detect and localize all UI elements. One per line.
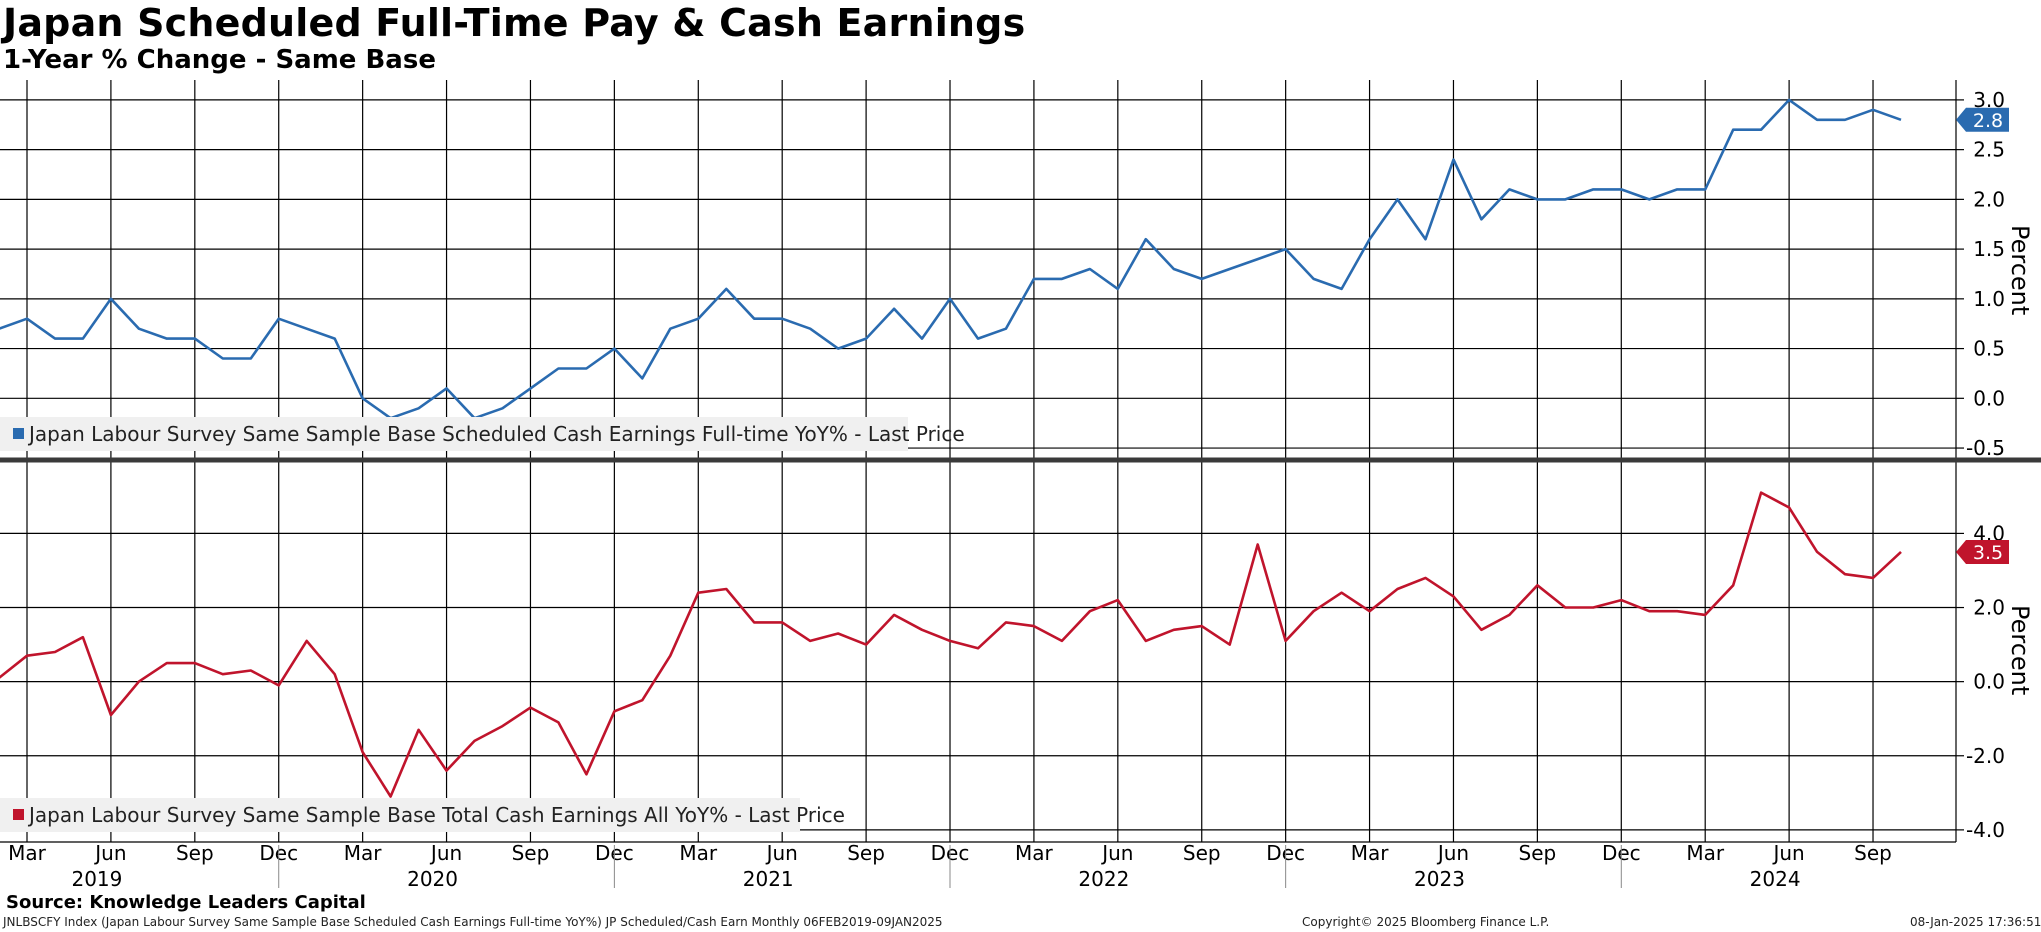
x-tick-label: Mar [8, 841, 47, 865]
legend-bottom: Japan Labour Survey Same Sample Base Tot… [27, 803, 845, 827]
y-tick-label: 0.0 [1973, 386, 2005, 410]
y-tick-label: 2.0 [1973, 187, 2005, 211]
x-tick-label: Mar [679, 841, 718, 865]
y-tick-label: 2.5 [1973, 138, 2005, 162]
last-value-tag-top-bg [1956, 107, 2009, 132]
legend-bottom-bg [0, 798, 800, 832]
series-line-scheduled-fulltime [0, 98, 1902, 420]
last-value-tag-bottom-bg [1956, 539, 2009, 564]
x-tick-label: Sep [1183, 841, 1221, 865]
legend-top: Japan Labour Survey Same Sample Base Sch… [27, 422, 965, 446]
x-tick-label: Sep [1519, 841, 1557, 865]
chart-subtitle: 1-Year % Change - Same Base [3, 45, 436, 75]
legend-bottom-swatch [13, 809, 24, 820]
y-axis-title-bottom: Percent [2006, 605, 2034, 695]
y-tick-label: 2.0 [1973, 596, 2005, 620]
chart-title: Japan Scheduled Full-Time Pay & Cash Ear… [3, 1, 1026, 45]
x-year-label: 2021 [743, 867, 794, 891]
source-note: Source: Knowledge Leaders Capital [6, 892, 366, 913]
copyright-note: Copyright© 2025 Bloomberg Finance L.P. [1302, 915, 1550, 929]
last-value-tag-top: 2.8 [1973, 110, 2003, 132]
x-year-label: 2024 [1750, 867, 1801, 891]
legend-top-swatch [13, 428, 24, 439]
timestamp: 08-Jan-2025 17:36:51 [1910, 915, 2041, 929]
x-tick-label: Sep [1854, 841, 1892, 865]
x-tick-label: Mar [1351, 841, 1390, 865]
x-tick-label: Jun [765, 841, 798, 865]
y-tick-label: 1.0 [1973, 287, 2005, 311]
x-tick-label: Sep [512, 841, 550, 865]
y-tick-label: -4.0 [1966, 818, 2005, 842]
y-tick-label: 0.5 [1973, 337, 2005, 361]
y-tick-label: -0.5 [1966, 436, 2005, 460]
x-tick-label: Sep [176, 841, 214, 865]
x-year-label: 2020 [407, 867, 458, 891]
last-value-tag-bottom: 3.5 [1973, 542, 2003, 564]
x-tick-label: Mar [1015, 841, 1054, 865]
y-tick-label: 1.5 [1973, 237, 2005, 261]
x-tick-label: Jun [93, 841, 126, 865]
x-tick-label: Jun [1436, 841, 1469, 865]
x-tick-label: Mar [1686, 841, 1725, 865]
x-tick-label: Sep [847, 841, 885, 865]
x-tick-label: Mar [344, 841, 383, 865]
x-tick-label: Jun [1771, 841, 1804, 865]
y-tick-label: 0.0 [1973, 670, 2005, 694]
x-tick-label: Jun [1100, 841, 1133, 865]
x-year-label: 2023 [1414, 867, 1465, 891]
y-tick-label: -2.0 [1966, 744, 2005, 768]
x-year-label: 2022 [1078, 867, 1129, 891]
series-line-total-cash [0, 491, 1902, 798]
x-tick-label: Jun [429, 841, 462, 865]
x-year-label: 2019 [71, 867, 122, 891]
legend-top-bg [0, 417, 908, 451]
y-axis-title-top: Percent [2006, 225, 2034, 315]
index-description: JNLBSCFY Index (Japan Labour Survey Same… [3, 915, 943, 929]
